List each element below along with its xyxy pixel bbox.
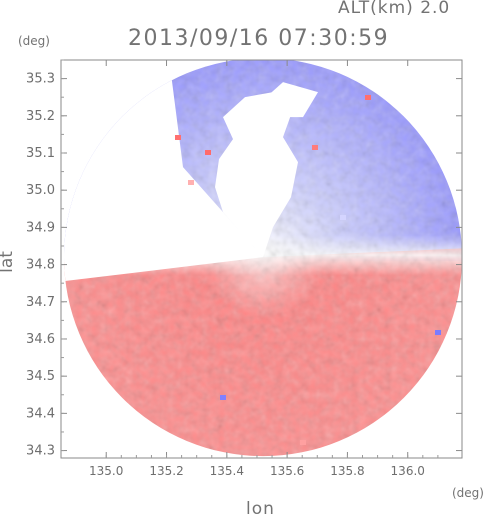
y-tick-label: 34.8	[26, 258, 55, 273]
x-tick-label: 135.0	[89, 464, 123, 478]
y-tick-label: 34.3	[26, 444, 55, 459]
y-tick-label: 35.1	[26, 146, 55, 161]
clutter-speck-7	[300, 440, 306, 445]
x-axis-label: lon	[246, 499, 275, 519]
altitude-label: ALT(km) 2.0	[338, 0, 451, 18]
y-tick-label: 35.2	[26, 109, 55, 124]
clutter-speck-0	[175, 135, 181, 140]
y-tick-label: 34.7	[26, 295, 55, 310]
y-tick-label: 34.6	[26, 332, 55, 347]
y-tick-label: 34.9	[26, 220, 55, 235]
x-tick-label: 135.2	[149, 464, 183, 478]
y-axis-unit: (deg)	[18, 34, 50, 48]
x-tick-label: 135.8	[330, 464, 364, 478]
y-tick-label: 35.0	[26, 183, 55, 198]
no-data-area-0	[215, 92, 299, 258]
y-tick-label: 35.3	[26, 72, 55, 87]
plot-frame: 135.0 135.2 135.4 135.6 135.8 136.0 34.3 34.4 34…	[26, 59, 463, 478]
clutter-speck-1	[205, 150, 211, 155]
clutter-speck-4	[188, 180, 194, 185]
clutter-speck-2	[365, 95, 371, 100]
y-tick-label: 34.5	[26, 369, 55, 384]
x-tick-label: 135.6	[270, 464, 304, 478]
timestamp-title: 2013/09/16 07:30:59	[128, 26, 390, 51]
no-data-area-1	[255, 82, 319, 118]
clutter-speck-8	[340, 215, 346, 220]
plot-border	[60, 59, 463, 459]
x-axis-unit: (deg)	[452, 486, 484, 500]
clutter-speck-3	[312, 145, 318, 150]
x-tick-label: 135.4	[210, 464, 244, 478]
clutter-speck-6	[220, 395, 226, 400]
y-tick-label: 34.4	[26, 406, 55, 421]
x-tick-label: 136.0	[391, 464, 425, 478]
clutter-speck-5	[435, 330, 441, 335]
